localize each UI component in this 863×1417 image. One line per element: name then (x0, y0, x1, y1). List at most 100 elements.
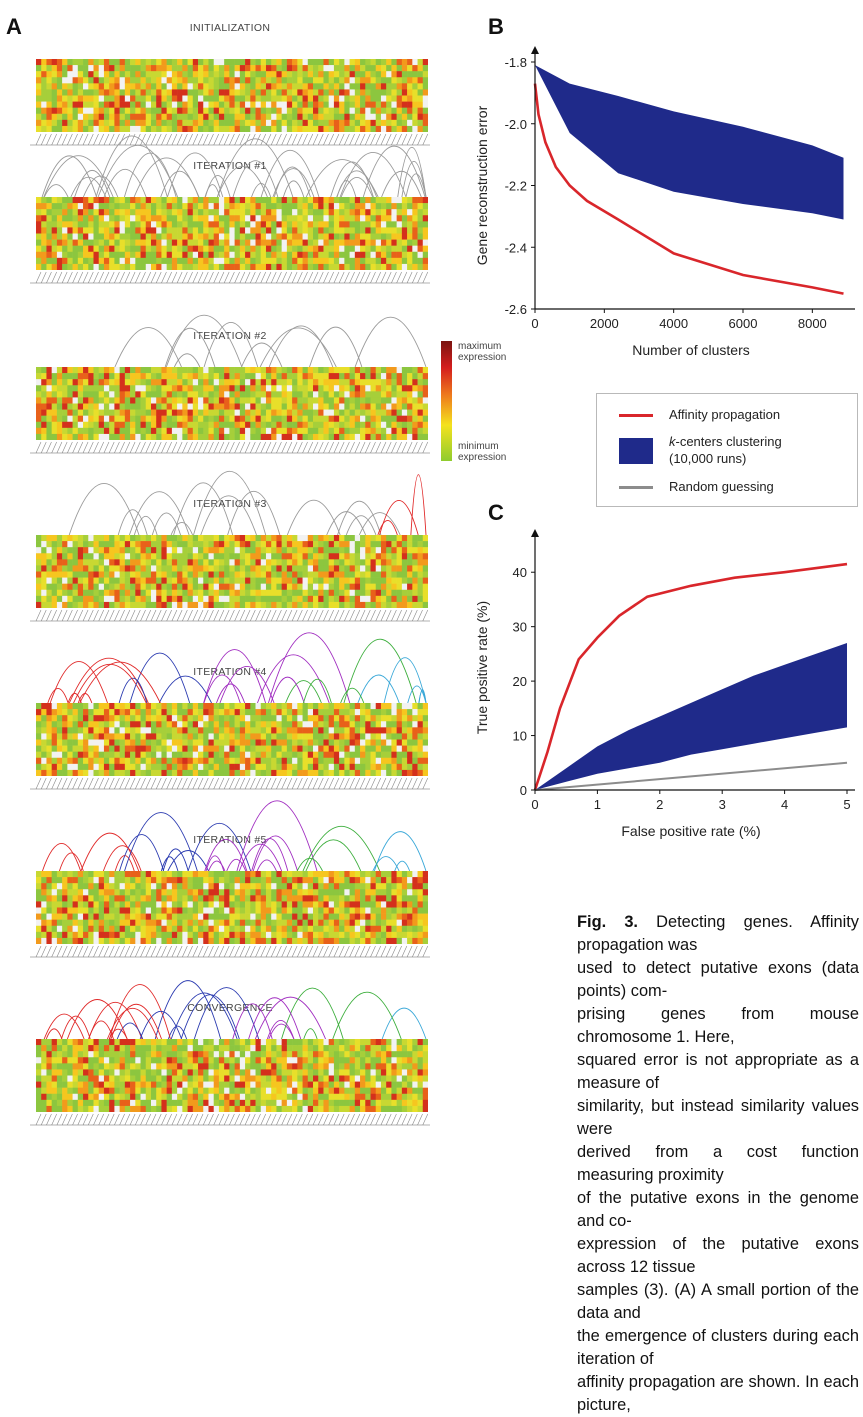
expression-heatmap (36, 535, 428, 608)
y-tick-label: 40 (513, 565, 527, 580)
y-axis-arrow (531, 46, 539, 54)
cluster-arc (44, 1014, 84, 1039)
cluster-arc (395, 861, 410, 871)
stage-title: INITIALIZATION (30, 22, 430, 34)
cluster-arc (168, 1026, 186, 1039)
chart-legend: Affinity propagation k-centers clusterin… (596, 393, 858, 507)
cluster-arcs (36, 791, 428, 871)
caption-line-0: Fig. 3. Detecting genes. Affinity propag… (577, 911, 859, 957)
caption-line-8: samples (3). (A) A small portion of the … (577, 1279, 859, 1325)
expression-heatmap (36, 197, 428, 270)
caption-line-3: squared error is not appropriate as a me… (577, 1049, 859, 1095)
cluster-arc (80, 662, 161, 703)
cluster-arc (408, 686, 426, 703)
caption-line-4: similarity, but instead similarity value… (577, 1095, 859, 1141)
y-tick-label: -2.0 (505, 117, 527, 132)
caption-line-10: affinity propagation are shown. In each … (577, 1371, 859, 1417)
cluster-arcs (36, 623, 428, 703)
cluster-arc (74, 664, 147, 703)
y-axis-label: Gene reconstruction error (474, 105, 490, 265)
expression-heatmap (36, 1039, 428, 1112)
x-tick-label: 8000 (798, 316, 827, 331)
x-tick-label: 2000 (590, 316, 619, 331)
cluster-arc (42, 843, 80, 871)
cluster-arc (374, 832, 426, 871)
cluster-arc (233, 161, 278, 197)
exon-index-strip (30, 1112, 430, 1126)
legend-affinity-label: Affinity propagation (669, 407, 780, 422)
cluster-arc (355, 317, 426, 367)
cluster-arc (89, 1021, 114, 1039)
y-tick-label: -2.2 (505, 179, 527, 194)
y-axis-label: True positive rate (%) (474, 601, 490, 734)
cluster-arc (310, 327, 362, 367)
cluster-arc (344, 639, 416, 703)
expression-heatmap (36, 703, 428, 776)
min-expression-label: minimum expression (458, 441, 506, 463)
cluster-arc (209, 861, 225, 871)
y-tick-label: 20 (513, 674, 527, 689)
cluster-arc (378, 520, 397, 535)
y-axis-arrow (531, 529, 539, 537)
cluster-arc (327, 512, 366, 535)
cluster-arc (103, 846, 141, 871)
cluster-arc (297, 858, 322, 871)
cluster-arc (115, 856, 134, 871)
y-tick-label: 0 (520, 783, 527, 798)
min-label-line1: minimum (458, 441, 506, 452)
cluster-arc (304, 1029, 317, 1039)
exon-index-strip (30, 776, 430, 790)
cluster-arc (338, 501, 381, 535)
cluster-arc (269, 1024, 294, 1039)
exon-index-strip (30, 270, 430, 284)
cluster-arc (252, 183, 271, 197)
cluster-arc (188, 823, 251, 871)
cluster-arc (167, 153, 222, 197)
cluster-arc (380, 500, 419, 535)
cluster-arc (303, 826, 380, 871)
cluster-arc (286, 681, 322, 703)
exon-index-strip (30, 608, 430, 622)
cluster-arc (252, 839, 288, 871)
cluster-arc (411, 475, 426, 535)
y-tick-label: -2.4 (505, 240, 527, 255)
cluster-arc (171, 993, 237, 1039)
cluster-arc (382, 1008, 426, 1039)
x-tick-label: 0 (531, 797, 538, 812)
cluster-arc (204, 322, 258, 367)
legend-kcenters-runs: (10,000 runs) (669, 451, 746, 466)
cluster-arc (257, 860, 276, 871)
cluster-arc (46, 1029, 62, 1039)
cluster-arc (124, 153, 176, 197)
caption-line-5: derived from a cost function measuring p… (577, 1141, 859, 1187)
min-label-line2: expression (458, 452, 506, 463)
cluster-arc (333, 992, 401, 1039)
cluster-arc (358, 675, 399, 703)
cluster-arc (398, 147, 426, 197)
expression-heatmap (36, 871, 428, 944)
x-tick-label: 5 (843, 797, 850, 812)
exon-index-strip (30, 944, 430, 958)
caption-line-2: prising genes from mouse chromosome 1. H… (577, 1003, 859, 1049)
x-axis-label: Number of clusters (632, 342, 749, 358)
cluster-arc (42, 156, 96, 197)
caption-line-9: the emergence of clusters during each it… (577, 1325, 859, 1371)
legend-kcenters-text: -centers clustering (676, 434, 782, 449)
x-axis-label: False positive rate (%) (621, 823, 760, 839)
kcenters-band (535, 643, 847, 790)
caption-line-6: of the putative exons in the genome and … (577, 1187, 859, 1233)
x-tick-label: 2 (656, 797, 663, 812)
expression-color-scale (441, 341, 452, 461)
cluster-arc (165, 328, 215, 367)
legend-affinity-swatch (619, 414, 653, 417)
cluster-arc (81, 833, 139, 871)
cluster-arc (287, 500, 340, 535)
expression-heatmap (36, 367, 428, 440)
caption-line-1: used to detect putative exons (data poin… (577, 957, 859, 1003)
cluster-arc (220, 666, 274, 703)
cluster-arc (174, 483, 233, 535)
x-tick-label: 6000 (729, 316, 758, 331)
cluster-arc (273, 169, 314, 197)
